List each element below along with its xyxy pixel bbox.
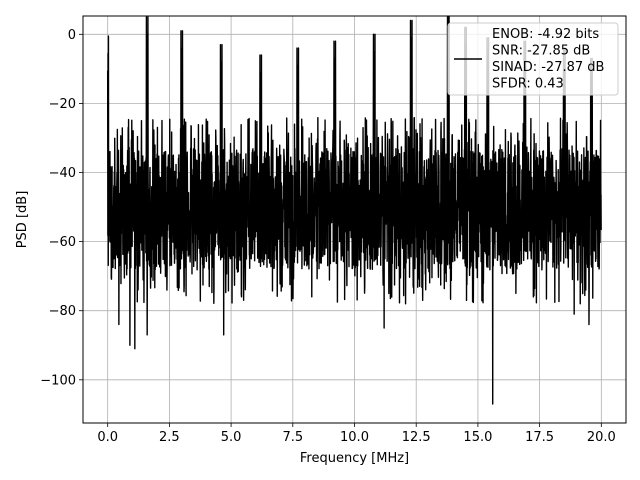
x-tick-label: 10.0 bbox=[340, 430, 369, 445]
series-psd bbox=[106, 16, 602, 405]
y-tick-label: −60 bbox=[49, 235, 76, 250]
x-tick-label: 5.0 bbox=[221, 430, 242, 445]
x-tick-label: 17.5 bbox=[525, 430, 554, 445]
x-tick-label: 7.5 bbox=[282, 430, 303, 445]
y-axis-ticks: 0 −20 −40 −60 −80 −100 bbox=[40, 28, 83, 388]
x-tick-label: 20.0 bbox=[587, 430, 616, 445]
x-axis-label: Frequency [MHz] bbox=[300, 451, 409, 466]
y-tick-label: −20 bbox=[49, 97, 76, 112]
x-axis-ticks: 0.0 2.5 5.0 7.5 10.0 12.5 15.0 17.5 20.0 bbox=[97, 423, 616, 445]
y-tick-label: −100 bbox=[40, 373, 76, 388]
x-tick-label: 2.5 bbox=[159, 430, 180, 445]
legend-entry: SNR: -27.85 dB bbox=[492, 44, 590, 59]
y-tick-label: −40 bbox=[49, 166, 76, 181]
legend-entry: ENOB: -4.92 bits bbox=[492, 27, 599, 42]
x-tick-label: 15.0 bbox=[463, 430, 492, 445]
psd-line bbox=[106, 16, 602, 405]
x-tick-label: 0.0 bbox=[97, 430, 118, 445]
x-tick-label: 12.5 bbox=[402, 430, 431, 445]
y-tick-label: −80 bbox=[49, 304, 76, 319]
y-tick-label: 0 bbox=[68, 28, 76, 43]
legend-box bbox=[447, 22, 619, 96]
y-axis-label: PSD [dB] bbox=[15, 191, 30, 249]
legend-entry: SFDR: 0.43 bbox=[492, 77, 564, 92]
legend-entry: SINAD: -27.87 dB bbox=[492, 60, 604, 75]
